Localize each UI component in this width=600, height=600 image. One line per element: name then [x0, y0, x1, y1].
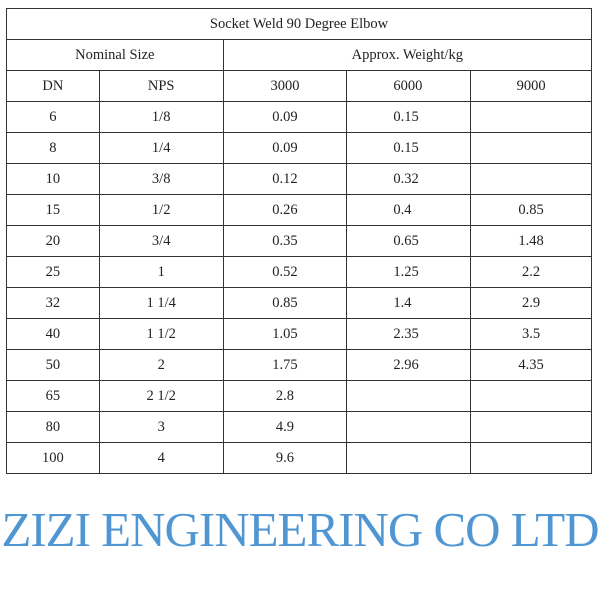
table-row: 40 1 1/2 1.05 2.35 3.5: [6, 318, 592, 350]
cell-9000: [470, 411, 592, 443]
cell-3000: 0.12: [222, 163, 348, 195]
table-row: 25 1 0.52 1.25 2.2: [6, 256, 592, 288]
col-header-nps: NPS: [98, 70, 224, 102]
cell-nps: 2 1/2: [98, 380, 224, 412]
cell-6000: 2.96: [346, 349, 472, 381]
cell-nps: 1: [98, 256, 224, 288]
cell-dn: 100: [6, 442, 100, 474]
cell-6000: 1.25: [346, 256, 472, 288]
cell-3000: 1.75: [222, 349, 348, 381]
cell-6000: 1.4: [346, 287, 472, 319]
cell-dn: 10: [6, 163, 100, 195]
cell-3000: 0.35: [222, 225, 348, 257]
cell-3000: 0.09: [222, 132, 348, 164]
col-header-6000: 6000: [346, 70, 472, 102]
cell-6000: 2.35: [346, 318, 472, 350]
cell-dn: 15: [6, 194, 100, 226]
cell-nps: 3/4: [98, 225, 224, 257]
col-header-dn: DN: [6, 70, 100, 102]
cell-dn: 6: [6, 101, 100, 133]
table-row: 50 2 1.75 2.96 4.35: [6, 349, 592, 381]
cell-dn: 50: [6, 349, 100, 381]
cell-9000: 0.85: [470, 194, 592, 226]
cell-9000: 3.5: [470, 318, 592, 350]
cell-dn: 20: [6, 225, 100, 257]
cell-nps: 1/2: [98, 194, 224, 226]
cell-6000: 0.15: [346, 132, 472, 164]
cell-nps: 3: [98, 411, 224, 443]
table-row: 80 3 4.9: [6, 411, 592, 443]
cell-3000: 0.26: [222, 194, 348, 226]
cell-3000: 2.8: [222, 380, 348, 412]
cell-nps: 1 1/2: [98, 318, 224, 350]
cell-6000: 0.65: [346, 225, 472, 257]
cell-dn: 80: [6, 411, 100, 443]
cell-9000: 4.35: [470, 349, 592, 381]
table-row: 6 1/8 0.09 0.15: [6, 101, 592, 133]
cell-dn: 25: [6, 256, 100, 288]
nominal-size-header: Nominal Size: [6, 39, 224, 71]
col-header-3000: 3000: [222, 70, 348, 102]
table-row: 15 1/2 0.26 0.4 0.85: [6, 194, 592, 226]
cell-nps: 1 1/4: [98, 287, 224, 319]
cell-9000: [470, 442, 592, 474]
col-header-9000: 9000: [470, 70, 592, 102]
cell-6000: 0.15: [346, 101, 472, 133]
cell-6000: 0.4: [346, 194, 472, 226]
weight-header: Approx. Weight/kg: [222, 39, 593, 71]
cell-nps: 1/4: [98, 132, 224, 164]
table-row: 8 1/4 0.09 0.15: [6, 132, 592, 164]
table-row: 100 4 9.6: [6, 442, 592, 474]
cell-9000: [470, 132, 592, 164]
cell-9000: [470, 163, 592, 195]
cell-3000: 0.85: [222, 287, 348, 319]
cell-9000: [470, 380, 592, 412]
cell-6000: 0.32: [346, 163, 472, 195]
cell-9000: 2.9: [470, 287, 592, 319]
cell-dn: 32: [6, 287, 100, 319]
cell-6000: [346, 380, 472, 412]
cell-nps: 4: [98, 442, 224, 474]
cell-3000: 1.05: [222, 318, 348, 350]
cell-9000: 1.48: [470, 225, 592, 257]
table-row: 20 3/4 0.35 0.65 1.48: [6, 225, 592, 257]
cell-nps: 2: [98, 349, 224, 381]
cell-3000: 9.6: [222, 442, 348, 474]
column-header-row: DN NPS 3000 6000 9000: [6, 70, 592, 102]
cell-9000: [470, 101, 592, 133]
cell-3000: 0.52: [222, 256, 348, 288]
elbow-weight-table: Socket Weld 90 Degree Elbow Nominal Size…: [6, 8, 593, 474]
cell-dn: 65: [6, 380, 100, 412]
cell-dn: 8: [6, 132, 100, 164]
cell-nps: 3/8: [98, 163, 224, 195]
cell-3000: 4.9: [222, 411, 348, 443]
cell-9000: 2.2: [470, 256, 592, 288]
table-row: 32 1 1/4 0.85 1.4 2.9: [6, 287, 592, 319]
cell-nps: 1/8: [98, 101, 224, 133]
table-row: 10 3/8 0.12 0.32: [6, 163, 592, 195]
table-row: 65 2 1/2 2.8: [6, 380, 592, 412]
table-title: Socket Weld 90 Degree Elbow: [6, 8, 592, 40]
cell-dn: 40: [6, 318, 100, 350]
watermark: ZIZI ENGINEERING CO LTD: [1, 502, 599, 557]
cell-6000: [346, 442, 472, 474]
cell-6000: [346, 411, 472, 443]
cell-3000: 0.09: [222, 101, 348, 133]
